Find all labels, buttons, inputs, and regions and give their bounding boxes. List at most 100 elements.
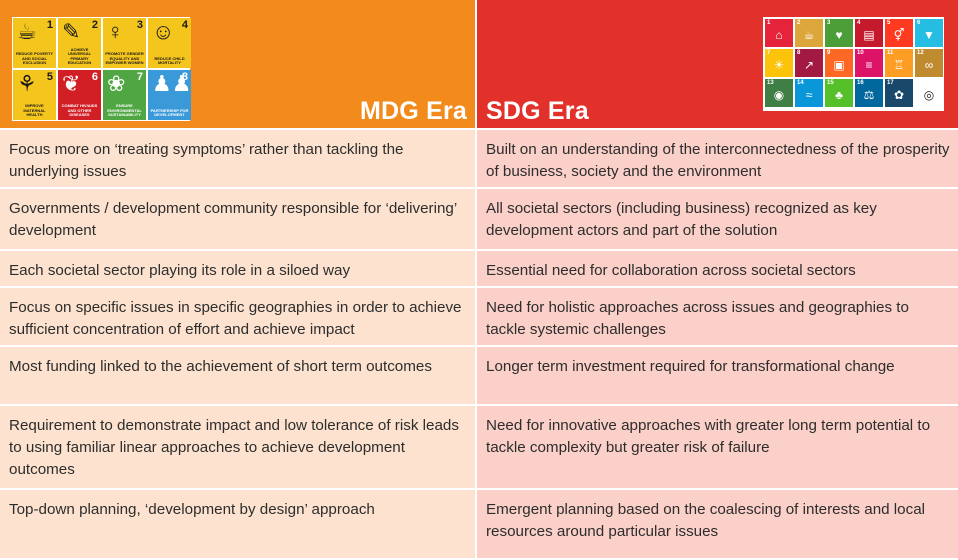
sdg-era-title: SDG Era: [486, 97, 589, 125]
sdg-logo-icon: ◎: [923, 88, 935, 102]
mdg-goal-tile: ♀ 3 Promote gender equality and empower wo…: [103, 18, 146, 68]
mdg-goal-number: 1: [46, 19, 53, 31]
female-icon: ♀: [107, 19, 124, 44]
sdg-goal-tile: 11 ♖: [885, 49, 913, 77]
mdg-goal-tile: ☕ 1 Reduce poverty and social exclusion: [13, 18, 56, 68]
mdg-goal-number: 6: [91, 71, 98, 83]
mdg-goal-caption: Reduce poverty and social exclusion: [15, 51, 54, 66]
mdg-goal-number: 4: [181, 19, 188, 31]
sdg-goal-tile: 8 ↗: [795, 49, 823, 77]
mdg-cell-text: Top-down planning, ‘development by desig…: [9, 501, 375, 518]
sdg-goal-number: 13: [767, 80, 774, 86]
pencil-icon: ✎: [62, 19, 81, 44]
mdg-goal-tile: ❦ 6 Combat HIV/AIDS and other diseases: [58, 70, 101, 120]
ribbon-icon: ❦: [62, 71, 81, 96]
sdg-goal-number: 11: [887, 50, 894, 56]
sdg-goal-tile: 17 ✿: [885, 79, 913, 107]
sun-icon: ☀: [773, 58, 785, 72]
sdg-cell-text: Need for holistic approaches across issu…: [486, 299, 909, 338]
sdg-goal-tile: 10 ≡: [855, 49, 883, 77]
water-icon: ▼: [923, 28, 935, 42]
mdg-goal-caption: Partnership for development: [150, 107, 189, 118]
table-row-sdg-cell: Longer term investment required for tran…: [477, 347, 958, 404]
mdg-goal-tile: ☺ 4 Reduce child mortality: [148, 18, 191, 68]
mother-icon: ⚘: [17, 71, 37, 96]
table-row-sdg-cell: Built on an understanding of the interco…: [477, 130, 958, 187]
book-icon: ▤: [863, 28, 875, 42]
mdg-goal-number: 7: [136, 71, 143, 83]
mdg-goal-tile: ♟♟ 8 Partnership for development: [148, 70, 191, 120]
sdg-goal-tile: 14 ≈: [795, 79, 823, 107]
table-row-mdg-cell: Each societal sector playing its role in…: [0, 251, 475, 286]
bowl-icon: ☕: [803, 28, 815, 42]
mdg-cell-text: Each societal sector playing its role in…: [9, 262, 351, 279]
cubes-icon: ▣: [833, 58, 845, 72]
sdg-goal-number: 10: [857, 50, 864, 56]
sdg-cell-text: All societal sectors (including business…: [486, 200, 877, 239]
table-row-sdg-cell: All societal sectors (including business…: [477, 189, 958, 249]
eye-icon: ◉: [773, 88, 785, 102]
fish-icon: ≈: [805, 88, 813, 102]
sdg-goal-number: 5: [887, 20, 891, 26]
mdg-cell-text: Focus on specific issues in specific geo…: [9, 299, 462, 338]
sdg-header: SDG Era 1 ⌂ 2 ☕ 3 ♥ 4 ▤ 5 ⚥ 6 ▼ 7 ☀ 8 ↗ 9 ▣ 10 ≡ 11 ♖ 12 ∞ 13 ◉ 14…: [477, 0, 958, 128]
sdg-goal-tile: 6 ▼: [915, 19, 943, 47]
table-row-mdg-cell: Focus more on ‘treating symptoms’ rather…: [0, 130, 475, 187]
mdg-goal-tile: ⚘ 5 Improve maternal health: [13, 70, 56, 120]
sdg-goal-number: 17: [887, 80, 894, 86]
sdg-goal-number: 16: [857, 80, 864, 86]
growth-icon: ↗: [803, 58, 815, 72]
sdg-goal-tile: 15 ♣: [825, 79, 853, 107]
sdg-goal-tile: 16 ⚖: [855, 79, 883, 107]
mdg-cell-text: Governments / development community resp…: [9, 200, 457, 239]
sdg-goal-tile: 3 ♥: [825, 19, 853, 47]
sdg-cell-text: Emergent planning based on the coalescin…: [486, 501, 926, 540]
mdg-goal-caption: Reduce child mortality: [154, 55, 185, 66]
flower-icon: ✿: [893, 88, 905, 102]
sdg-goal-number: 4: [857, 20, 861, 26]
sdg-cell-text: Need for innovative approaches with grea…: [486, 417, 931, 456]
sdg-goal-number: 15: [827, 80, 834, 86]
sdg-goal-tile: 9 ▣: [825, 49, 853, 77]
sdg-goal-number: 8: [797, 50, 801, 56]
table-row-sdg-cell: Essential need for collaboration across …: [477, 251, 958, 286]
family-icon: ⌂: [775, 28, 783, 42]
table-row-mdg-cell: Top-down planning, ‘development by desig…: [0, 490, 475, 558]
sdg-goal-tile: 7 ☀: [765, 49, 793, 77]
mdg-goal-tile: ❀ 7 Ensure environmental sustainability: [103, 70, 146, 120]
sdg-goal-number: 1: [767, 20, 771, 26]
sdg-goal-tile: 1 ⌂: [765, 19, 793, 47]
heartbeat-icon: ♥: [835, 28, 843, 42]
sdg-goal-tile: 4 ▤: [855, 19, 883, 47]
mdg-cell-text: Requirement to demonstrate impact and lo…: [9, 417, 459, 478]
sdg-cell-text: Essential need for collaboration across …: [486, 262, 856, 279]
gender-icon: ⚥: [893, 28, 905, 42]
mdg-goal-number: 5: [46, 71, 53, 83]
mdg-goal-tile: ✎ 2 Achieve universal primary education: [58, 18, 101, 68]
city-icon: ♖: [893, 58, 905, 72]
mdg-goal-caption: Combat HIV/AIDS and other diseases: [61, 103, 98, 118]
sdg-goal-tile: 2 ☕: [795, 19, 823, 47]
sdg-goal-number: 2: [797, 20, 801, 26]
dove-icon: ⚖: [863, 88, 875, 102]
sdg-goal-number: 6: [917, 20, 921, 26]
sdg-cell-text: Built on an understanding of the interco…: [486, 141, 950, 180]
tree-icon: ♣: [835, 88, 843, 102]
mdg-goal-number: 3: [136, 19, 143, 31]
sdg-goal-number: 7: [767, 50, 771, 56]
mdg-goal-caption: Promote gender equality and empower wome…: [105, 51, 144, 66]
sdg-goal-number: 9: [827, 50, 831, 56]
mdg-cell-text: Most funding linked to the achievement o…: [9, 358, 432, 375]
mdg-era-title: MDG Era: [360, 97, 467, 125]
leaf-icon: ❀: [107, 71, 126, 96]
table-row-sdg-cell: Emergent planning based on the coalescin…: [477, 490, 958, 558]
table-row-mdg-cell: Governments / development community resp…: [0, 189, 475, 249]
sdg-goal-tile: 13 ◉: [765, 79, 793, 107]
sdg-goal-tile: ◎: [915, 79, 943, 107]
infinity-icon: ∞: [924, 58, 934, 72]
bowl-icon: ☕: [17, 19, 37, 44]
table-row-mdg-cell: Focus on specific issues in specific geo…: [0, 288, 475, 345]
sdg-cell-text: Longer term investment required for tran…: [486, 358, 895, 375]
mdg-goal-number: 8: [181, 71, 188, 83]
